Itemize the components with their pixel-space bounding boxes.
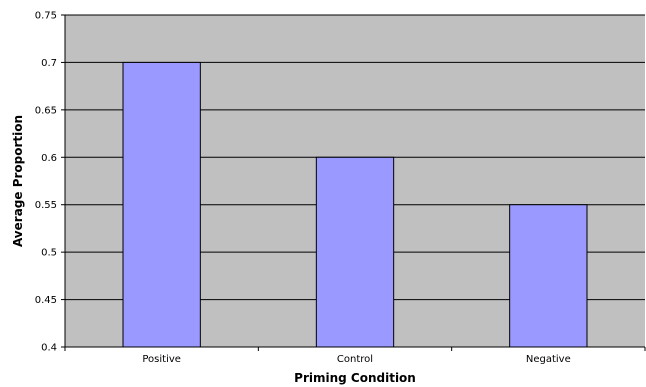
- y-axis-title: Average Proportion: [11, 115, 25, 247]
- y-tick-label: 0.75: [35, 11, 57, 22]
- x-tick-labels: Positive Control Negative: [64, 347, 646, 365]
- y-tick-labels: 0.4 0.45 0.5 0.55 0.6 0.65 0.7 0.75: [35, 11, 65, 354]
- x-tick-label: Positive: [142, 354, 181, 365]
- y-tick-label: 0.45: [35, 295, 57, 306]
- y-tick-label: 0.65: [35, 105, 57, 116]
- y-tick-label: 0.55: [35, 200, 57, 211]
- x-tick-label: Negative: [526, 354, 571, 365]
- y-tick-label: 0.7: [41, 58, 57, 69]
- x-tick-label: Control: [337, 354, 373, 365]
- y-tick-label: 0.6: [41, 153, 57, 164]
- bar-control: [315, 156, 395, 348]
- y-tick-label: 0.5: [41, 248, 57, 259]
- bar-negative: [509, 204, 588, 348]
- bar-positive: [122, 61, 201, 348]
- y-tick-label: 0.4: [41, 343, 57, 354]
- x-axis-title: Priming Condition: [294, 371, 416, 385]
